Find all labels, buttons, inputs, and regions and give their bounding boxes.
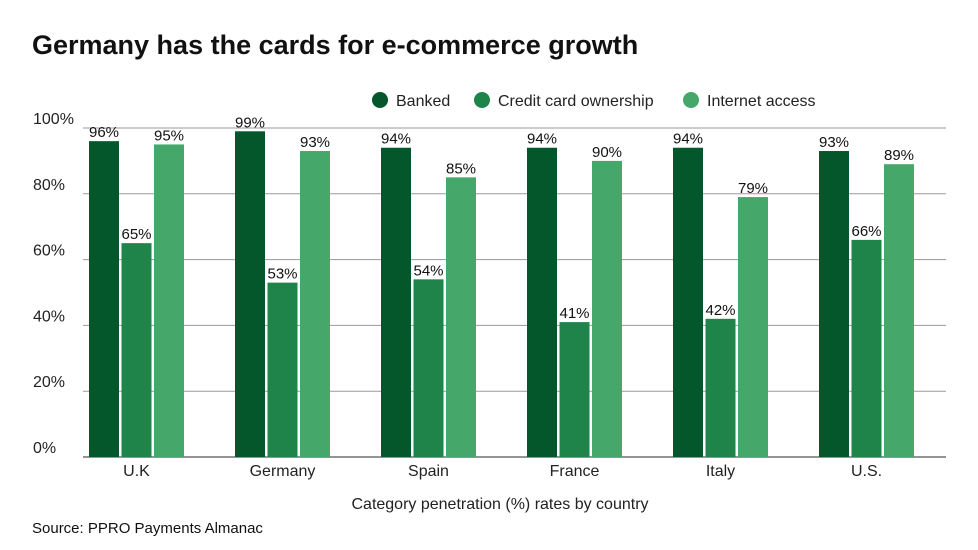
data-label: 96% [89, 124, 119, 141]
bar [851, 239, 882, 457]
legend-swatch [683, 92, 699, 108]
data-label: 42% [705, 302, 735, 319]
bar [673, 147, 703, 458]
data-label: 94% [673, 131, 703, 148]
legend-entry: Credit card ownership [498, 93, 654, 110]
bar [738, 197, 768, 457]
bar [559, 322, 590, 457]
data-label: 99% [235, 114, 265, 131]
bar [705, 318, 736, 457]
source-note: Source: PPRO Payments Almanac [32, 520, 263, 537]
chart-title: Germany has the cards for e-commerce gro… [32, 30, 639, 60]
data-label: 89% [884, 147, 914, 164]
bar [381, 147, 411, 458]
data-label: 93% [300, 134, 330, 151]
data-label: 79% [738, 180, 768, 197]
x-tick-label: U.S. [851, 463, 882, 480]
data-label: 65% [121, 226, 151, 243]
legend-entry: Banked [396, 93, 450, 110]
data-label: 66% [851, 223, 881, 240]
bar [267, 282, 298, 457]
legend-swatch [372, 92, 388, 108]
bar [592, 160, 622, 457]
bar [121, 243, 152, 457]
bar [413, 279, 444, 457]
x-tick-label: Germany [250, 463, 316, 480]
bar [154, 144, 184, 457]
data-label: 41% [559, 305, 589, 322]
y-tick-label: 40% [33, 308, 65, 325]
data-label: 94% [381, 131, 411, 148]
y-tick-label: 20% [33, 374, 65, 391]
data-label: 93% [819, 134, 849, 151]
data-label: 94% [527, 131, 557, 148]
bar [819, 151, 849, 457]
data-label: 95% [154, 127, 184, 144]
bar [527, 147, 557, 458]
bar [300, 151, 330, 457]
legend-entry: Internet access [707, 93, 816, 110]
x-axis-label: Category penetration (%) rates by countr… [351, 496, 648, 513]
x-tick-label: Italy [706, 463, 735, 480]
y-tick-label: 60% [33, 243, 65, 260]
data-label: 85% [446, 160, 476, 177]
bar [235, 131, 265, 458]
legend-swatch [474, 92, 490, 108]
bar [884, 164, 914, 457]
y-tick-label: 80% [33, 177, 65, 194]
data-label: 90% [592, 144, 622, 161]
data-label: 54% [413, 262, 443, 279]
bar [89, 141, 119, 457]
x-tick-label: U.K [123, 463, 150, 480]
bar [446, 177, 476, 457]
y-tick-label: 100% [33, 111, 74, 128]
y-tick-label: 0% [33, 440, 56, 457]
x-tick-label: Spain [408, 463, 449, 480]
x-tick-label: France [550, 463, 600, 480]
data-label: 53% [267, 266, 297, 283]
